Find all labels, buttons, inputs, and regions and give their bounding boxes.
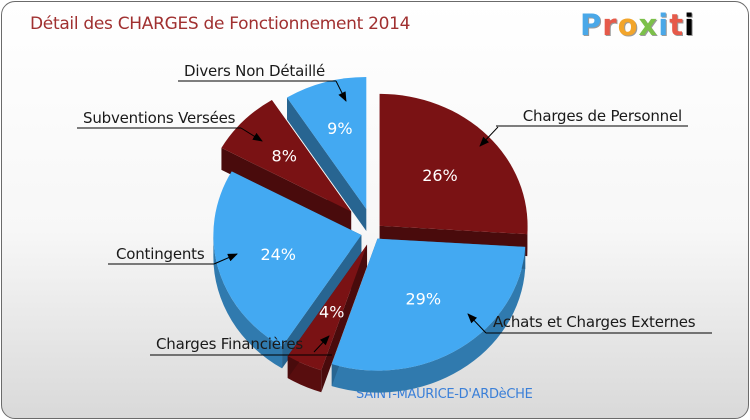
- slice-subventions-vers-es: [221, 100, 352, 212]
- slice-category-label: Divers Non Détaillé: [184, 62, 325, 80]
- slice-side-5: [287, 97, 367, 231]
- label-arrow: [335, 80, 347, 102]
- proxiti-logo: Proxiti: [580, 8, 696, 42]
- slice-category-label: Subventions Versées: [83, 109, 236, 127]
- slice-value-label: 26%: [422, 166, 458, 185]
- slice-achats-et-charges-externes: [331, 238, 526, 371]
- chart-title: Détail des CHARGES de Fonctionnement 201…: [30, 14, 411, 34]
- slice-divers-non-d-taill-: [287, 76, 367, 209]
- slice-value-label: 29%: [405, 290, 441, 309]
- slice-contingents: [213, 171, 362, 347]
- slice-rim-1: [331, 246, 526, 393]
- label-arrow: [467, 313, 487, 334]
- slice-value-label: 24%: [260, 245, 296, 264]
- slice-category-label: Charges de Personnel: [523, 107, 682, 125]
- slice-charges-financi-res: [287, 244, 368, 371]
- slice-value-label: 9%: [327, 119, 352, 138]
- slice-category-label: Achats et Charges Externes: [493, 313, 696, 331]
- slice-value-label: 4%: [319, 303, 344, 322]
- slice-wall-5-0: [287, 97, 367, 231]
- label-arrow: [479, 126, 499, 147]
- label-arrow: [213, 253, 238, 265]
- slice-category-label: Contingents: [116, 245, 205, 263]
- slice-wall-4-0: [221, 147, 352, 234]
- slice-category-label: Charges Financières: [156, 335, 303, 353]
- slice-wall-3-0: [282, 234, 362, 369]
- slice-value-label: 8%: [272, 146, 297, 165]
- slice-charges-de-personnel: [379, 93, 528, 235]
- label-arrow: [240, 127, 263, 142]
- label-arrow: [313, 335, 330, 353]
